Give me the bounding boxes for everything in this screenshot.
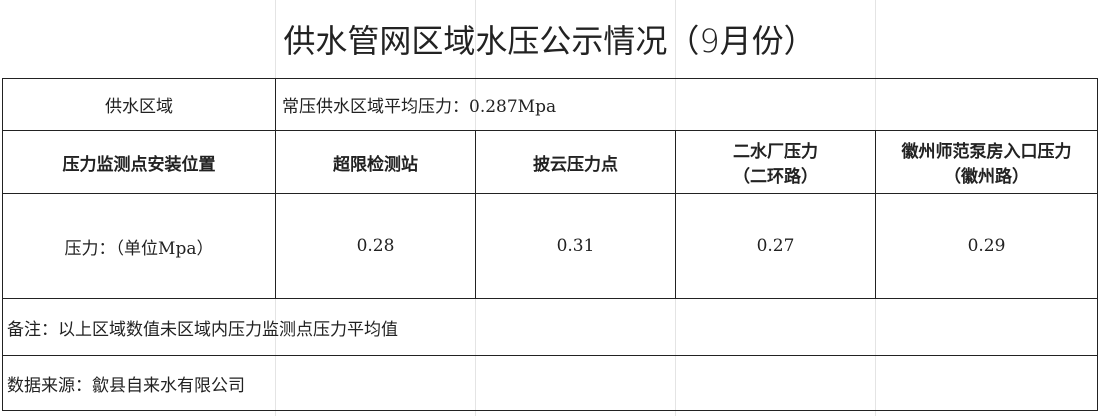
- column-header: 徽州师范泵房入口压力 （徽州路）: [874, 130, 1099, 194]
- region-label: 供水区域: [2, 78, 276, 131]
- column-header: 披云压力点: [475, 130, 676, 194]
- header-row: 压力监测点安装位置 超限检测站 披云压力点 二水厂压力 （二环路） 徽州师范泵房入…: [2, 130, 1099, 194]
- pressure-row: 压力：（单位Mpa） 0.28 0.31 0.27 0.29: [2, 193, 1099, 299]
- header-label: 压力监测点安装位置: [2, 130, 276, 194]
- pressure-value: 0.28: [275, 193, 476, 299]
- column-header: 超限检测站: [275, 130, 476, 194]
- region-row: 供水区域 常压供水区域平均压力：0.287Mpa: [2, 78, 1099, 131]
- pressure-value: 0.31: [475, 193, 676, 299]
- pressure-value: 0.29: [874, 193, 1099, 299]
- region-value: 常压供水区域平均压力：0.287Mpa: [274, 78, 1099, 131]
- note: 备注：以上区域数值未区域内压力监测点压力平均值: [1, 298, 1099, 356]
- pressure-table: 供水区域 常压供水区域平均压力：0.287Mpa 压力监测点安装位置 超限检测站…: [1, 78, 1099, 411]
- data-source: 数据来源：歙县自来水有限公司: [1, 355, 1099, 411]
- column-header: 二水厂压力 （二环路）: [675, 130, 876, 194]
- pressure-label: 压力：（单位Mpa）: [2, 193, 276, 299]
- source-row: 数据来源：歙县自来水有限公司: [1, 355, 1099, 411]
- note-row: 备注：以上区域数值未区域内压力监测点压力平均值: [1, 298, 1099, 356]
- page-title: 供水管网区域水压公示情况（9月份）: [283, 22, 816, 60]
- pressure-value: 0.27: [675, 193, 876, 299]
